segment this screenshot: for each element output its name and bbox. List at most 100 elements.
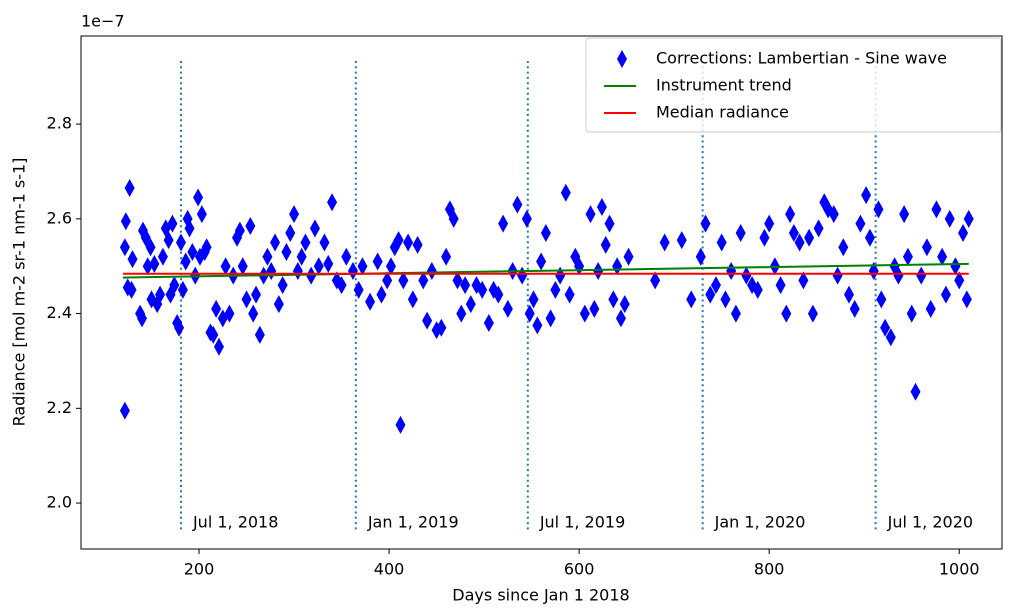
point [705, 285, 716, 304]
point [659, 233, 670, 252]
point [741, 266, 752, 285]
point [412, 235, 423, 254]
point [122, 278, 133, 297]
point [540, 224, 551, 243]
point [752, 280, 763, 299]
point [357, 257, 368, 276]
point [426, 261, 437, 280]
point [899, 205, 910, 224]
point [925, 299, 936, 318]
point [319, 233, 330, 252]
point [517, 266, 528, 285]
point [456, 304, 467, 323]
point [241, 290, 252, 309]
point [716, 233, 727, 252]
point [477, 280, 488, 299]
point [251, 285, 262, 304]
point [838, 238, 849, 257]
point [585, 205, 596, 224]
point [296, 247, 307, 266]
legend-box [585, 37, 1002, 133]
point [564, 285, 575, 304]
point [273, 295, 284, 314]
point [313, 257, 324, 276]
point [448, 209, 459, 228]
x-tick-label: 800 [754, 560, 785, 579]
point [184, 219, 195, 238]
point [254, 325, 265, 344]
point [306, 266, 317, 285]
x-tick-label: 600 [564, 560, 595, 579]
point [855, 214, 866, 233]
point [398, 271, 409, 290]
point [849, 299, 860, 318]
point [600, 235, 611, 254]
point [124, 179, 135, 198]
plot-frame [80, 35, 1003, 550]
point [341, 247, 352, 266]
point [844, 285, 855, 304]
point [208, 325, 219, 344]
point [931, 200, 942, 219]
point [262, 247, 273, 266]
point [327, 193, 338, 212]
point [193, 188, 204, 207]
point [382, 271, 393, 290]
offset-label: 1e−7 [81, 12, 125, 31]
point [353, 280, 364, 299]
point [289, 205, 300, 224]
annotation-label: Jan 1, 2019 [367, 513, 459, 532]
point [813, 219, 824, 238]
x-tick-label: 200 [184, 560, 215, 579]
point [512, 195, 523, 214]
point [532, 316, 543, 335]
x-tick-label: 1000 [939, 560, 980, 579]
point [596, 198, 607, 216]
point [149, 254, 160, 273]
point [555, 266, 566, 285]
point [676, 231, 687, 250]
point [395, 415, 406, 434]
legend-swatch [617, 50, 627, 68]
point [950, 257, 961, 276]
point [759, 228, 770, 247]
point [807, 304, 818, 323]
point [441, 247, 452, 266]
point [393, 231, 404, 250]
point [730, 304, 741, 323]
point [211, 299, 222, 318]
point [137, 309, 148, 328]
point [213, 337, 224, 356]
point [528, 290, 539, 309]
point [483, 314, 494, 333]
y-tick-label: 2.6 [47, 208, 72, 227]
point [418, 271, 429, 290]
point [493, 285, 504, 304]
point [169, 276, 180, 295]
point [775, 276, 786, 295]
point [157, 247, 168, 266]
point [119, 238, 130, 257]
point [686, 290, 697, 309]
point [372, 252, 383, 271]
point [436, 318, 447, 337]
point [347, 261, 358, 280]
point [407, 290, 418, 309]
point [650, 271, 661, 290]
point [700, 214, 711, 233]
point [174, 318, 185, 337]
point [868, 261, 879, 280]
point [735, 224, 746, 243]
annotation-label: Jul 1, 2018 [192, 513, 278, 532]
point [248, 304, 259, 323]
point [623, 247, 634, 266]
point [963, 209, 974, 228]
point [285, 224, 296, 243]
point [944, 209, 955, 228]
point [145, 238, 156, 257]
point [937, 247, 948, 266]
point [885, 328, 896, 347]
point [876, 290, 887, 309]
point [781, 304, 792, 323]
y-tick-label: 2.0 [47, 493, 72, 512]
